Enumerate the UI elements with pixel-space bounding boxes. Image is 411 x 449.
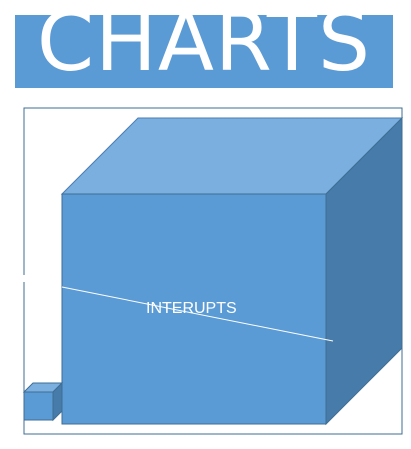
small-cube (22, 381, 64, 422)
small-cube-front-face (23, 391, 54, 421)
large-cube-front-face (61, 193, 327, 425)
cube-label: INTERUPTS (146, 300, 237, 317)
large-cube (60, 116, 404, 426)
diagonal-line (61, 286, 334, 342)
title-banner: CHARTS (15, 15, 393, 88)
page-title: CHARTS (36, 15, 372, 88)
